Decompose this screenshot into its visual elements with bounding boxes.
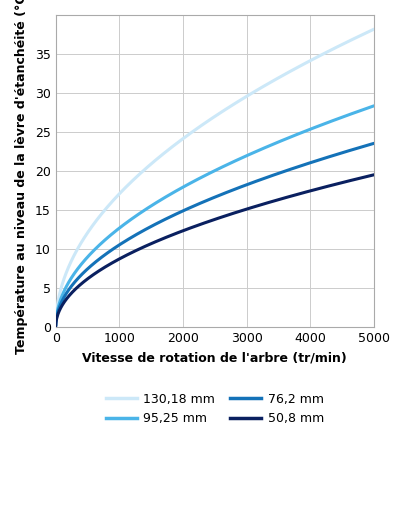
Y-axis label: Température au niveau de la lèvre d'étanchéité (°C): Température au niveau de la lèvre d'étan… [15, 0, 28, 354]
Legend: 130,18 mm, 95,25 mm, 76,2 mm, 50,8 mm: 130,18 mm, 95,25 mm, 76,2 mm, 50,8 mm [101, 388, 329, 430]
X-axis label: Vitesse de rotation de l'arbre (tr/min): Vitesse de rotation de l'arbre (tr/min) [83, 352, 347, 365]
